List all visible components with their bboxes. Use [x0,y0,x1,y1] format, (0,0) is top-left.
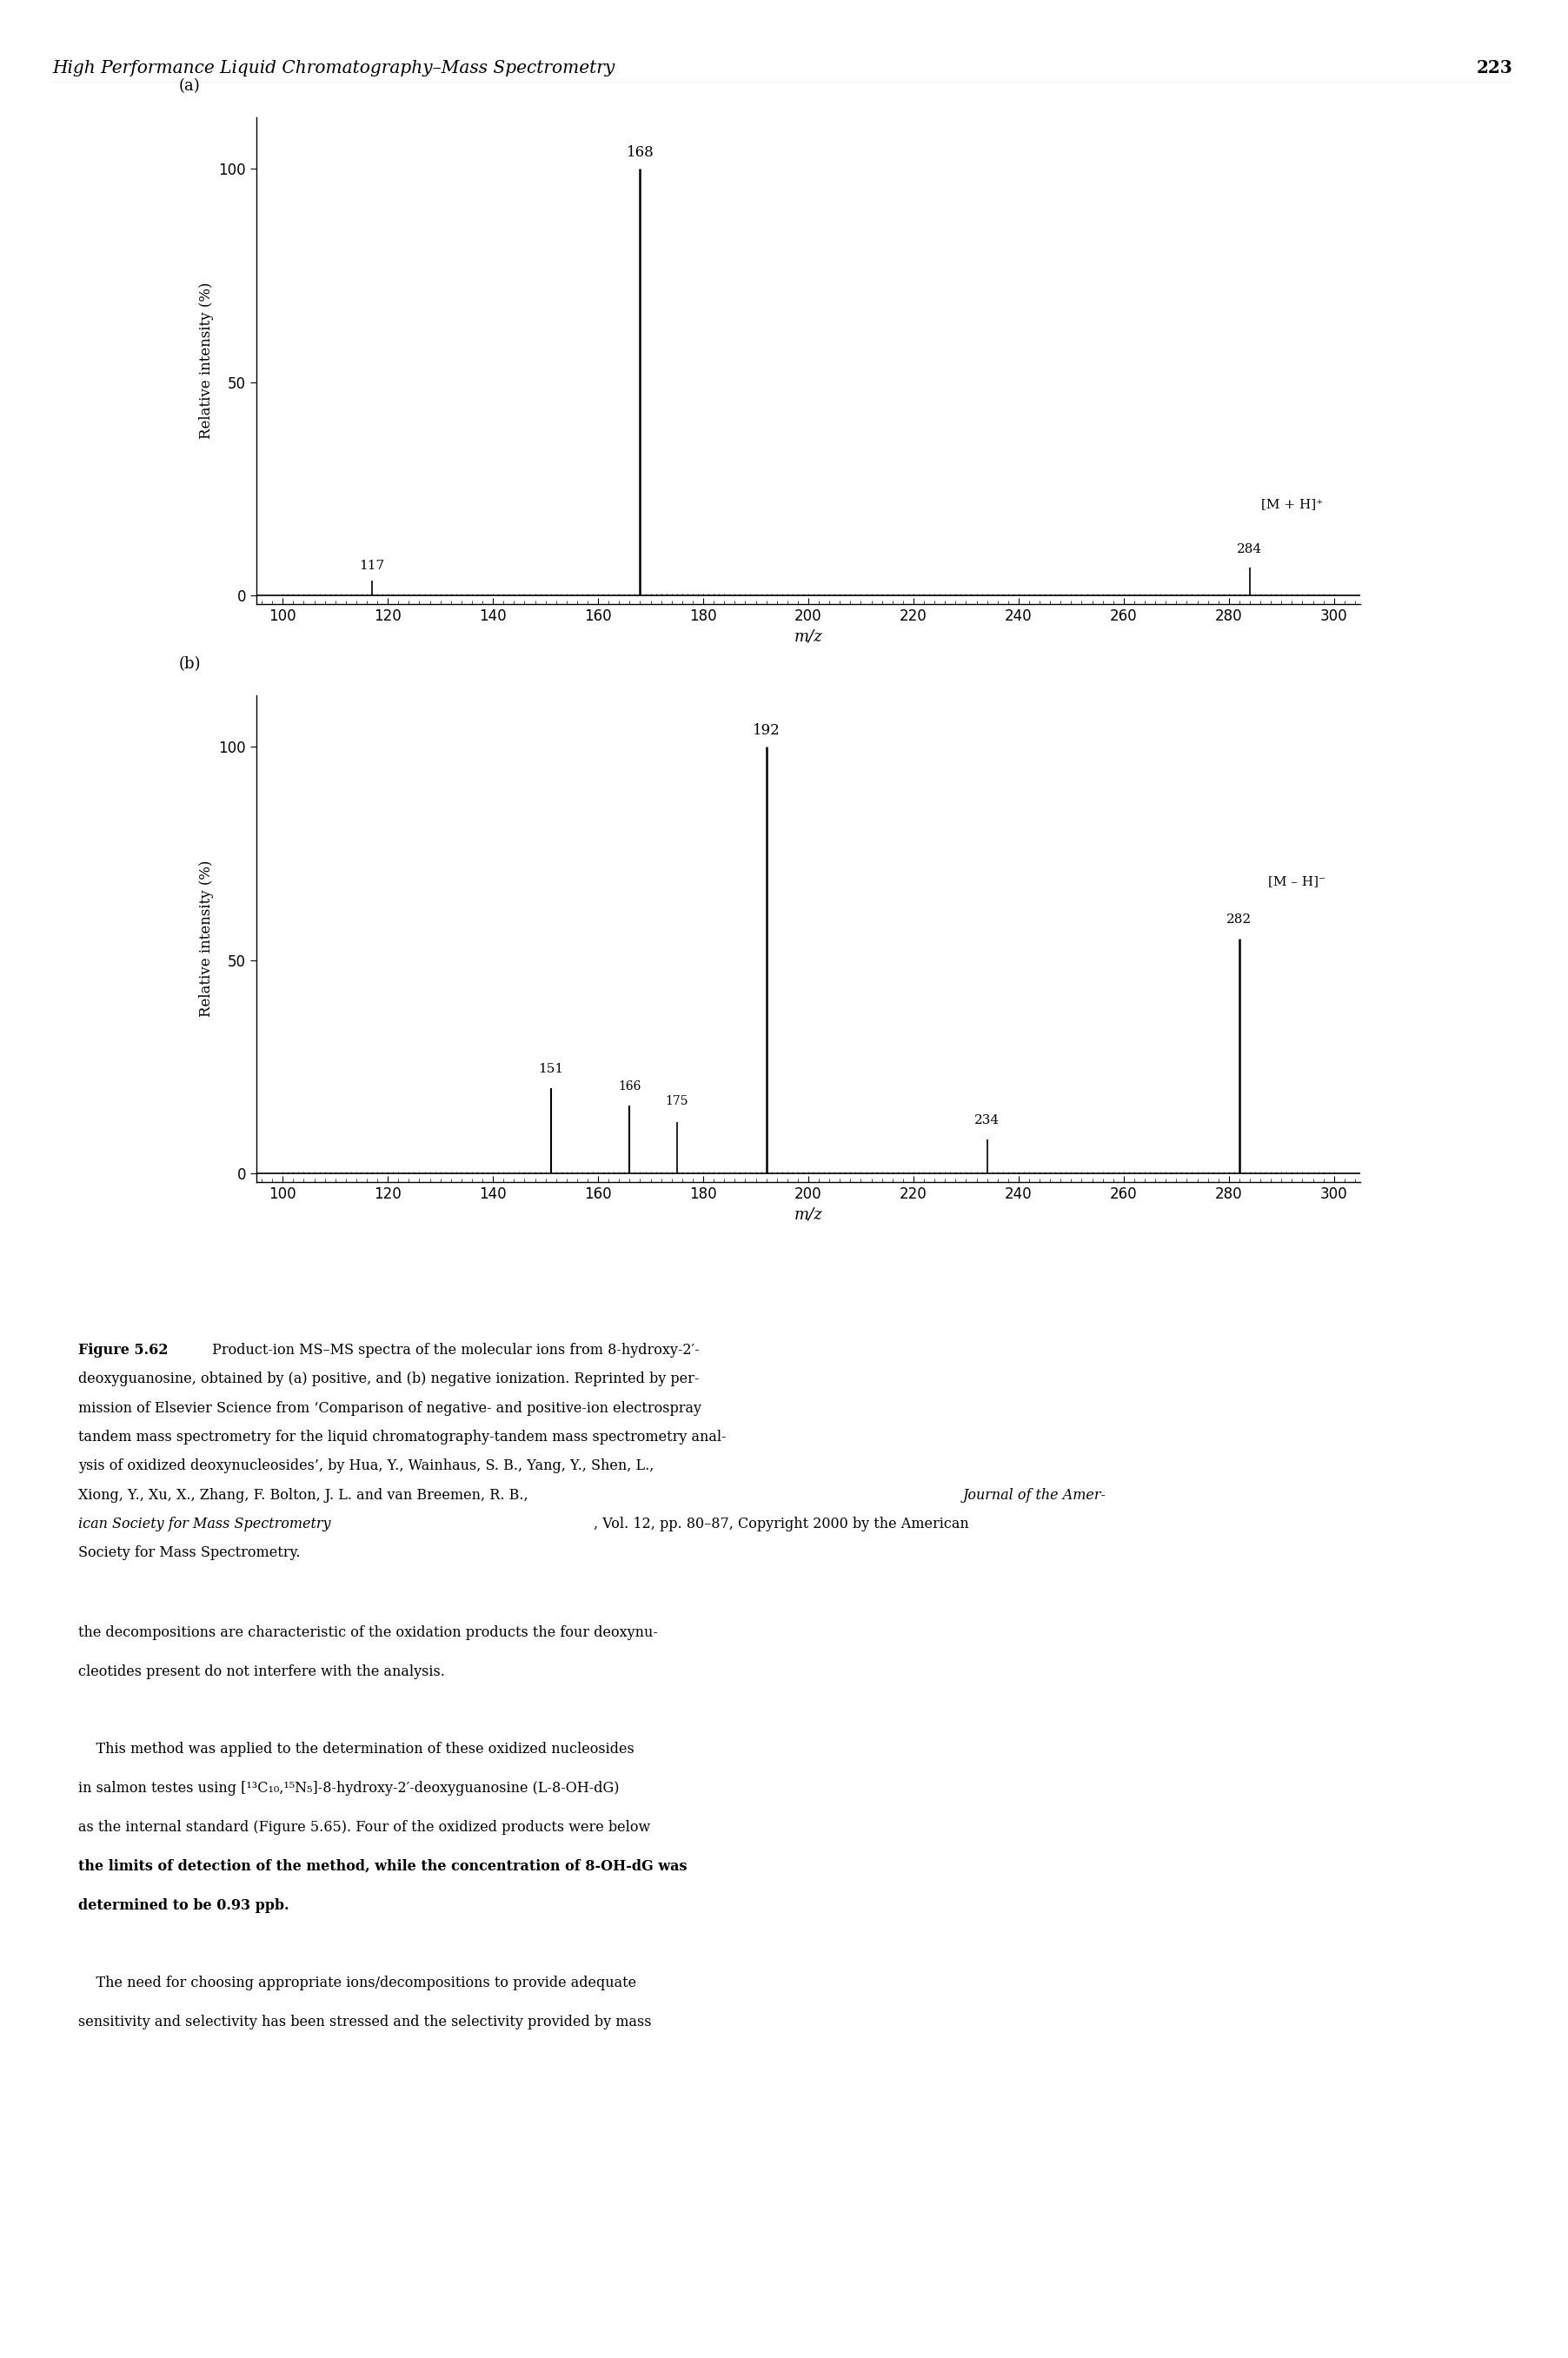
Text: cleotides present do not interfere with the analysis.: cleotides present do not interfere with … [78,1665,445,1679]
Text: The need for choosing appropriate ions/decompositions to provide adequate: The need for choosing appropriate ions/d… [78,1976,637,1990]
Text: deoxyguanosine, obtained by (a) positive, and (b) negative ionization. Reprinted: deoxyguanosine, obtained by (a) positive… [78,1372,699,1387]
Text: the limits of detection of the method, while the concentration of 8-OH-dG was: the limits of detection of the method, w… [78,1858,687,1875]
Text: 117: 117 [359,559,384,573]
Text: 234: 234 [974,1115,1000,1127]
Text: 175: 175 [665,1094,688,1108]
Text: , Vol. 12, pp. 80–87, Copyright 2000 by the American: , Vol. 12, pp. 80–87, Copyright 2000 by … [594,1516,969,1530]
Text: Xiong, Y., Xu, X., Zhang, F. Bolton, J. L. and van Breemen, R. B.,: Xiong, Y., Xu, X., Zhang, F. Bolton, J. … [78,1488,533,1502]
Text: [M – H]⁻: [M – H]⁻ [1269,875,1327,887]
Text: This method was applied to the determination of these oxidized nucleosides: This method was applied to the determina… [78,1743,635,1757]
Text: in salmon testes using [¹³C₁₀,¹⁵N₅]-8-hydroxy-2′-deoxyguanosine (L-8-OH-dG): in salmon testes using [¹³C₁₀,¹⁵N₅]-8-hy… [78,1780,619,1797]
Y-axis label: Relative intensity (%): Relative intensity (%) [199,283,213,439]
Text: ican Society for Mass Spectrometry: ican Society for Mass Spectrometry [78,1516,331,1530]
Text: ysis of oxidized deoxynucleosides’, by Hua, Y., Wainhaus, S. B., Yang, Y., Shen,: ysis of oxidized deoxynucleosides’, by H… [78,1460,654,1474]
Text: (a): (a) [179,78,201,94]
Text: Product-ion MS–MS spectra of the molecular ions from 8-hydroxy-2′-: Product-ion MS–MS spectra of the molecul… [209,1342,699,1358]
Text: High Performance Liquid Chromatography–Mass Spectrometry: High Performance Liquid Chromatography–M… [52,59,615,75]
Text: tandem mass spectrometry for the liquid chromatography-tandem mass spectrometry : tandem mass spectrometry for the liquid … [78,1429,726,1445]
Text: 166: 166 [618,1080,641,1092]
Text: mission of Elsevier Science from ‘Comparison of negative- and positive-ion elect: mission of Elsevier Science from ‘Compar… [78,1401,701,1415]
Text: the decompositions are characteristic of the oxidation products the four deoxynu: the decompositions are characteristic of… [78,1625,659,1641]
Text: 223: 223 [1475,59,1513,78]
Text: determined to be 0.93 ppb.: determined to be 0.93 ppb. [78,1898,289,1912]
Text: Figure 5.62: Figure 5.62 [78,1342,168,1358]
Text: 151: 151 [538,1063,563,1075]
Text: 192: 192 [753,724,781,738]
Text: Journal of the Amer-: Journal of the Amer- [963,1488,1105,1502]
Text: (b): (b) [179,656,201,672]
Text: 282: 282 [1226,913,1251,927]
Text: [M + H]⁺: [M + H]⁺ [1261,498,1323,509]
Text: Society for Mass Spectrometry.: Society for Mass Spectrometry. [78,1544,301,1561]
Text: sensitivity and selectivity has been stressed and the selectivity provided by ma: sensitivity and selectivity has been str… [78,2014,651,2030]
Text: 168: 168 [626,146,654,160]
Y-axis label: Relative intensity (%): Relative intensity (%) [199,861,213,1016]
X-axis label: m/z: m/z [793,1207,823,1221]
X-axis label: m/z: m/z [793,630,823,644]
Text: as the internal standard (Figure 5.65). Four of the oxidized products were below: as the internal standard (Figure 5.65). … [78,1820,651,1835]
Text: 284: 284 [1237,542,1262,554]
